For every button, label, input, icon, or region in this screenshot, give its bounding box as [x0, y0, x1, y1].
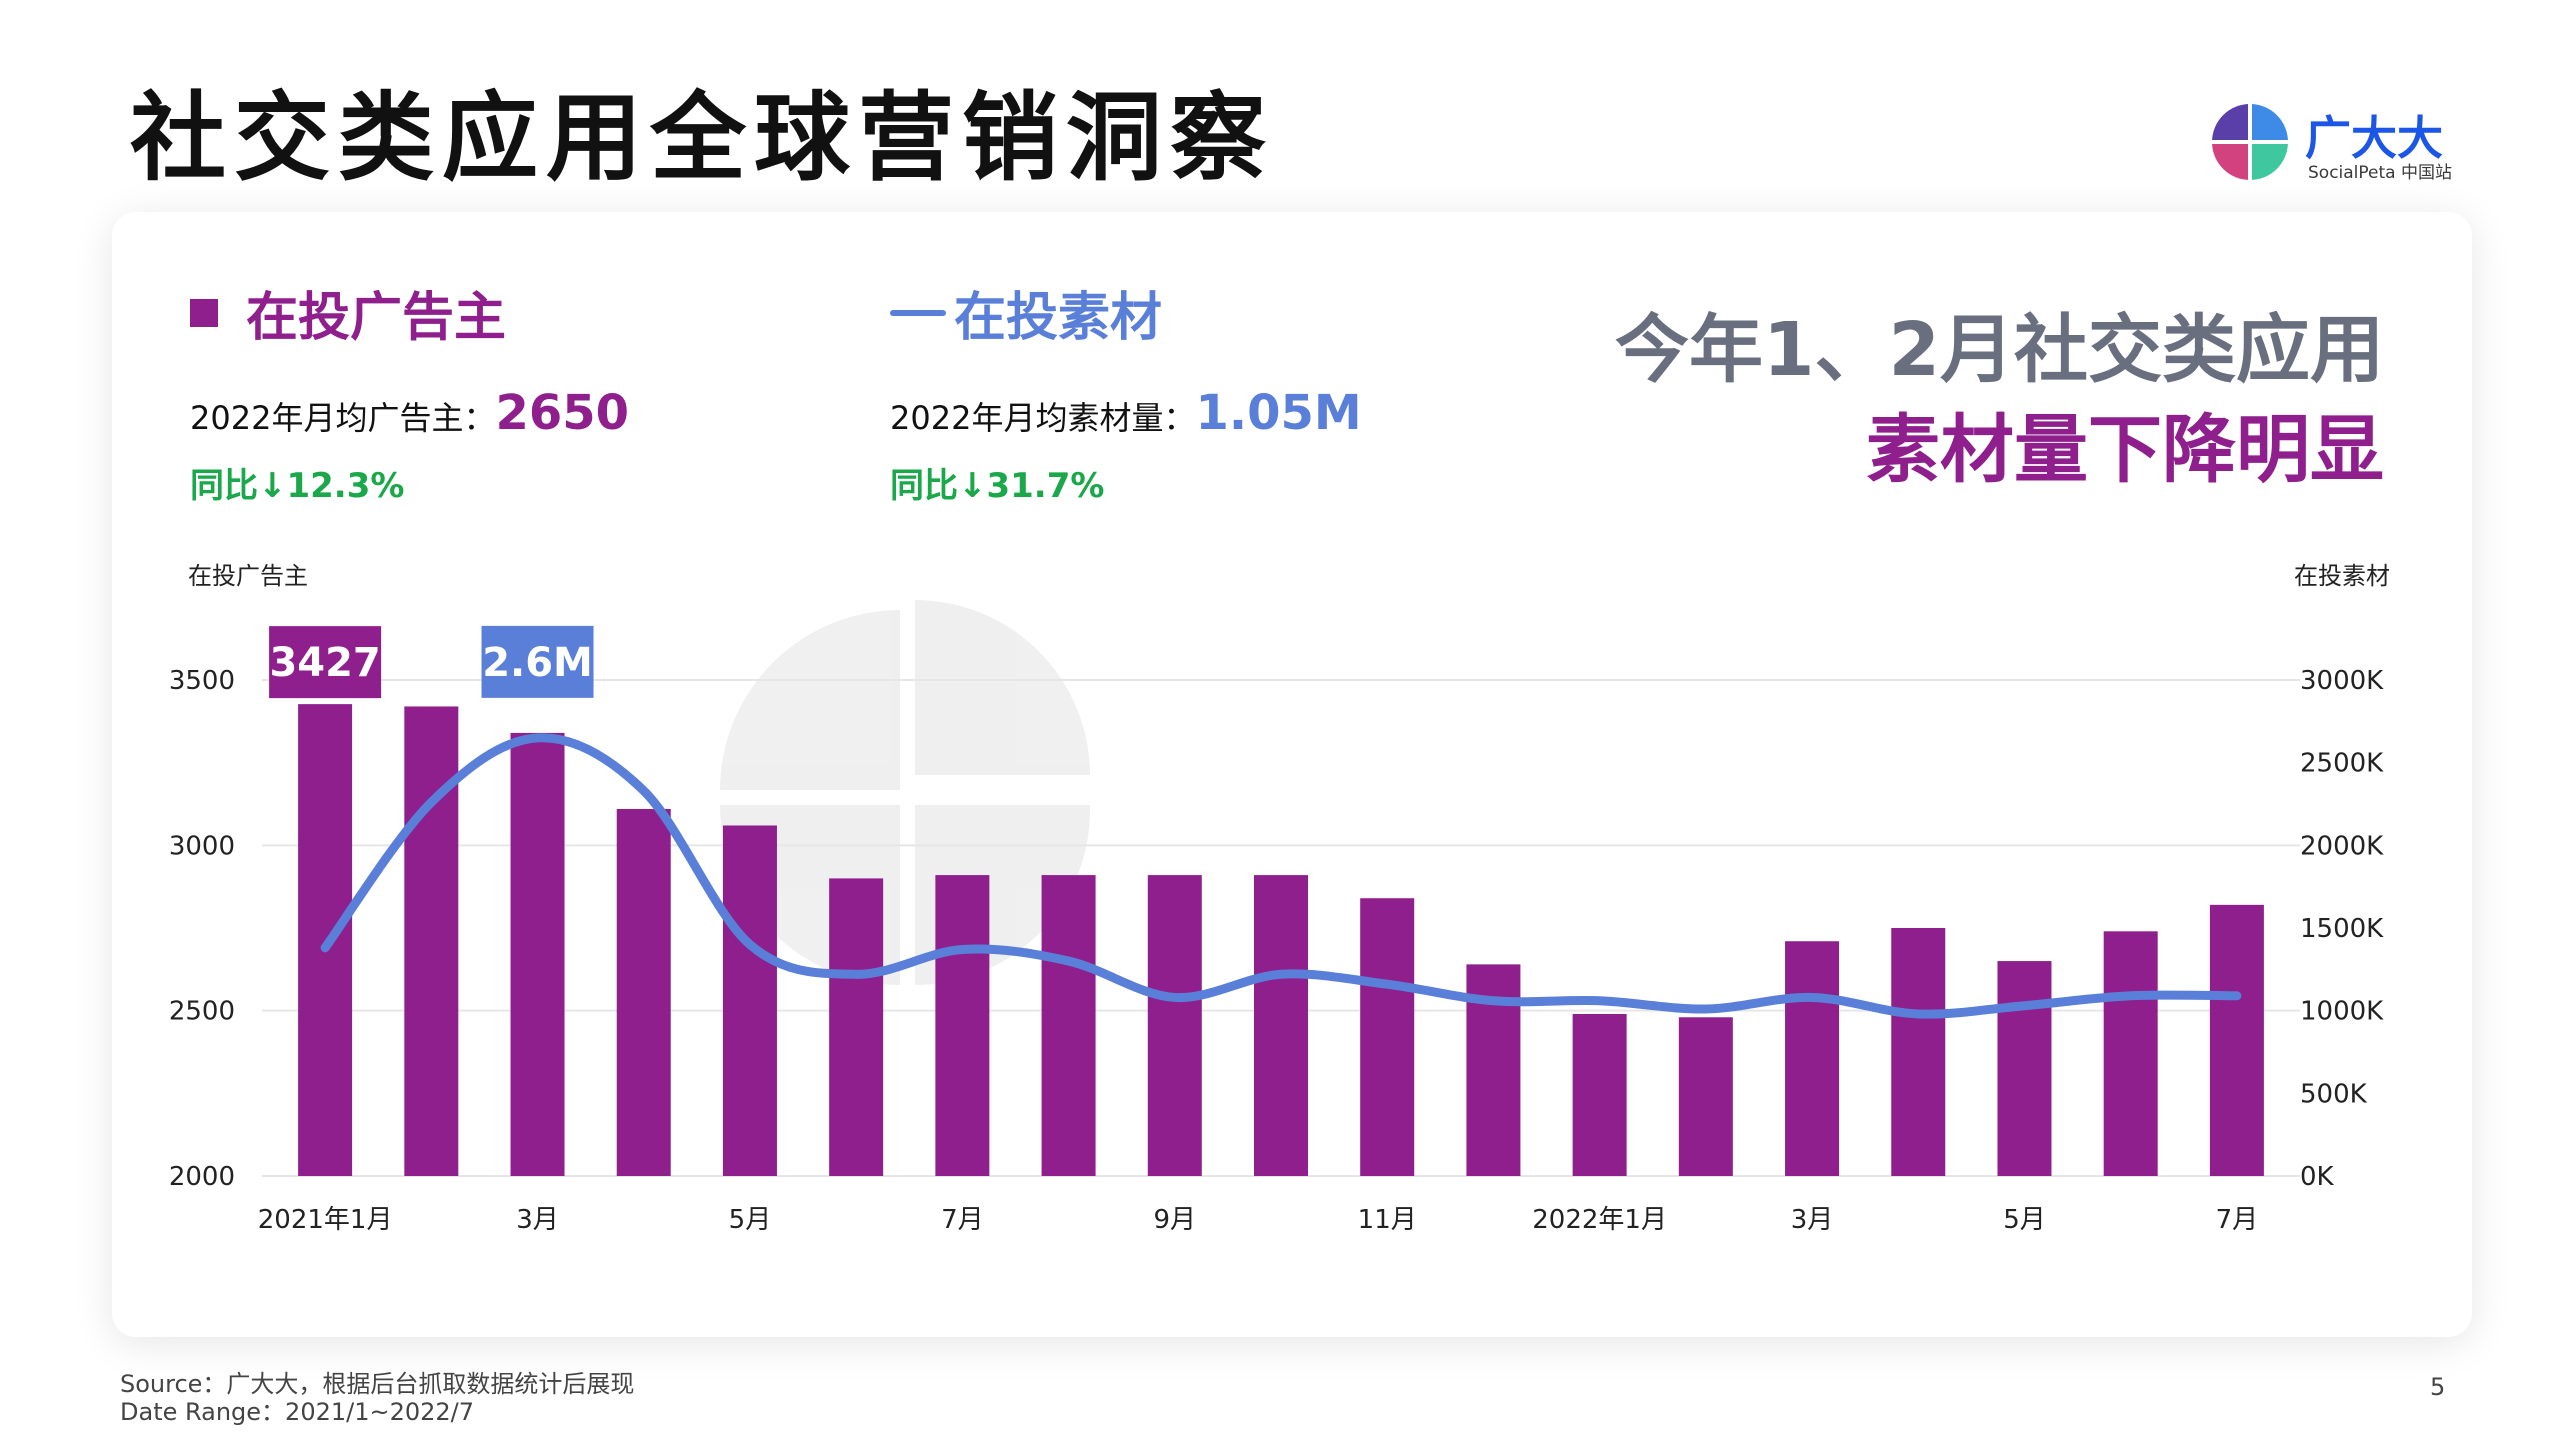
y-right-tick-label: 500K [2300, 1079, 2368, 1109]
bar [1147, 875, 1202, 1176]
x-tick-label: 5月 [2003, 1205, 2046, 1235]
y-right-tick-label: 1500K [2300, 914, 2384, 944]
headline: 今年1、2月社交类应用 素材量下降明显 [1615, 300, 2384, 500]
bar [1785, 941, 1840, 1176]
x-tick-label: 2022年1月 [1532, 1205, 1667, 1235]
y-left-tick-label: 2000 [169, 1162, 235, 1192]
y-right-tick-label: 1000K [2300, 997, 2384, 1027]
footer-source: Source：广大大，根据后台抓取数据统计后展现 Date Range：2021… [120, 1370, 634, 1426]
y-left-tick-label: 3500 [169, 666, 235, 696]
bar [1678, 1017, 1733, 1176]
logo-icon [2212, 104, 2288, 180]
x-tick-label: 3月 [1791, 1205, 1834, 1235]
advertisers-label: 2022年月均广告主： [190, 399, 496, 437]
page-number: 5 [2430, 1373, 2446, 1401]
logo-sub-text: SocialPeta 中国站 [2308, 163, 2452, 183]
bar [2103, 931, 2158, 1176]
advertisers-yoy: 同比↓12.3% [190, 466, 405, 506]
creatives-yoy: 同比↓31.7% [890, 466, 1105, 506]
bar-annotation-box [269, 626, 382, 699]
bar [1891, 928, 1946, 1176]
legend-line-label: 在投素材 [954, 288, 1163, 348]
bar-annotation-label: 3427 [269, 640, 380, 686]
y-axis-left-title: 在投广告主 [188, 562, 308, 590]
legend-bars-label: 在投广告主 [246, 288, 507, 348]
logo-brand-text: 广大大 [2305, 111, 2443, 165]
legend-line: 在投素材 [890, 275, 1162, 350]
bar [616, 808, 671, 1176]
y-right-tick-label: 2500K [2300, 749, 2384, 779]
bar [1041, 875, 1096, 1176]
x-tick-label: 5月 [729, 1205, 772, 1235]
bar [1360, 898, 1415, 1176]
page-title: 社交类应用全球营销洞察 [130, 82, 1274, 194]
y-right-tick-label: 0K [2300, 1162, 2335, 1192]
x-tick-label: 3月 [516, 1205, 559, 1235]
bar [404, 706, 459, 1176]
y-right-tick-label: 2000K [2300, 831, 2384, 861]
brand-logo: 广大大 SocialPeta 中国站 [2210, 100, 2470, 190]
y-axis-right-title: 在投素材 [2294, 562, 2390, 590]
advertisers-stat: 2022年月均广告主：2650 [190, 385, 629, 441]
x-tick-label: 9月 [1154, 1205, 1197, 1235]
line-annotation-label: 2.6M [482, 640, 593, 686]
source-text: Source：广大大，根据后台抓取数据统计后展现 [120, 1370, 635, 1398]
x-tick-label: 7月 [2216, 1205, 2259, 1235]
headline-line1: 今年1、2月社交类应用 [1615, 307, 2384, 393]
creatives-label: 2022年月均素材量： [890, 399, 1196, 437]
bar [1572, 1013, 1627, 1176]
bar [935, 875, 990, 1176]
creatives-value: 1.05M [1195, 385, 1362, 441]
x-tick-label: 2021年1月 [258, 1205, 393, 1235]
y-right-tick-label: 3000K [2300, 666, 2384, 696]
bar [829, 878, 884, 1176]
headline-line2: 素材量下降明显 [1866, 407, 2384, 493]
date-range-text: Date Range：2021/1~2022/7 [120, 1398, 475, 1426]
y-left-tick-label: 2500 [169, 997, 235, 1027]
advertisers-value: 2650 [495, 385, 630, 441]
legend-bar-swatch [190, 298, 218, 327]
bar [1254, 875, 1308, 1176]
legend-bars: 在投广告主 [190, 275, 506, 350]
x-tick-label: 11月 [1358, 1205, 1417, 1235]
x-tick-label: 7月 [941, 1205, 984, 1235]
bar [1997, 961, 2052, 1176]
y-left-tick-label: 3000 [169, 831, 235, 861]
bar [722, 825, 777, 1176]
line-annotation-box [481, 625, 594, 698]
bar [510, 732, 565, 1176]
creatives-stat: 2022年月均素材量：1.05M [890, 385, 1362, 441]
legend-line-swatch [890, 309, 946, 316]
bar [2209, 904, 2264, 1176]
creatives-line [320, 733, 2242, 1019]
